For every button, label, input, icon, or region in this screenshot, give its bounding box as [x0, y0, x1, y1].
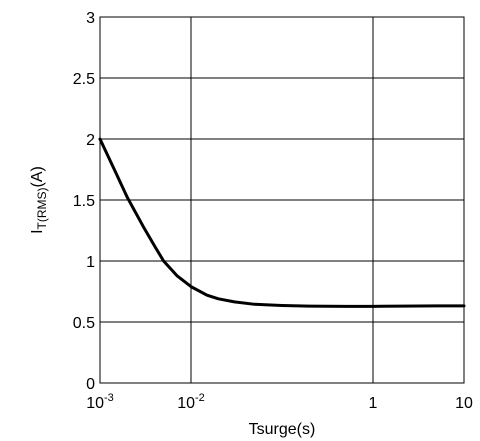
x-tick-label: 10 [455, 395, 473, 412]
x-tick-label: 10-3 [86, 392, 114, 412]
grid [100, 17, 464, 383]
y-tick-label: 2.5 [73, 71, 95, 88]
x-tick-label: 10-2 [177, 392, 205, 412]
y-tick-label: 1 [86, 254, 95, 271]
x-axis-label: Tsurge(s) [249, 421, 316, 438]
x-tick-label: 1 [369, 395, 378, 412]
y-axis-label-main: I [29, 229, 46, 233]
x-tick-label-exponent: -2 [195, 392, 205, 404]
series-line [98, 137, 466, 308]
x-tick-label-base: 10 [86, 395, 104, 412]
plot-area-frame [99, 16, 465, 384]
series-layer [98, 137, 466, 308]
y-tick-label: 1.5 [73, 193, 95, 210]
y-tick-label: 0.5 [73, 315, 95, 332]
y-tick-label: 0 [86, 376, 95, 393]
x-tick-label-base: 10 [177, 395, 195, 412]
y-axis-label-subscript: T(RMS) [35, 187, 49, 229]
x-tick-label-exponent: -3 [104, 392, 114, 404]
y-axis-label: IT(RMS)(A) [29, 166, 49, 234]
y-tick-label: 2 [86, 132, 95, 149]
y-axis-label-suffix: (A) [29, 166, 46, 187]
x-tick-label-base: 10 [455, 395, 473, 412]
y-tick-label: 3 [86, 10, 95, 27]
x-tick-label-base: 1 [369, 395, 378, 412]
